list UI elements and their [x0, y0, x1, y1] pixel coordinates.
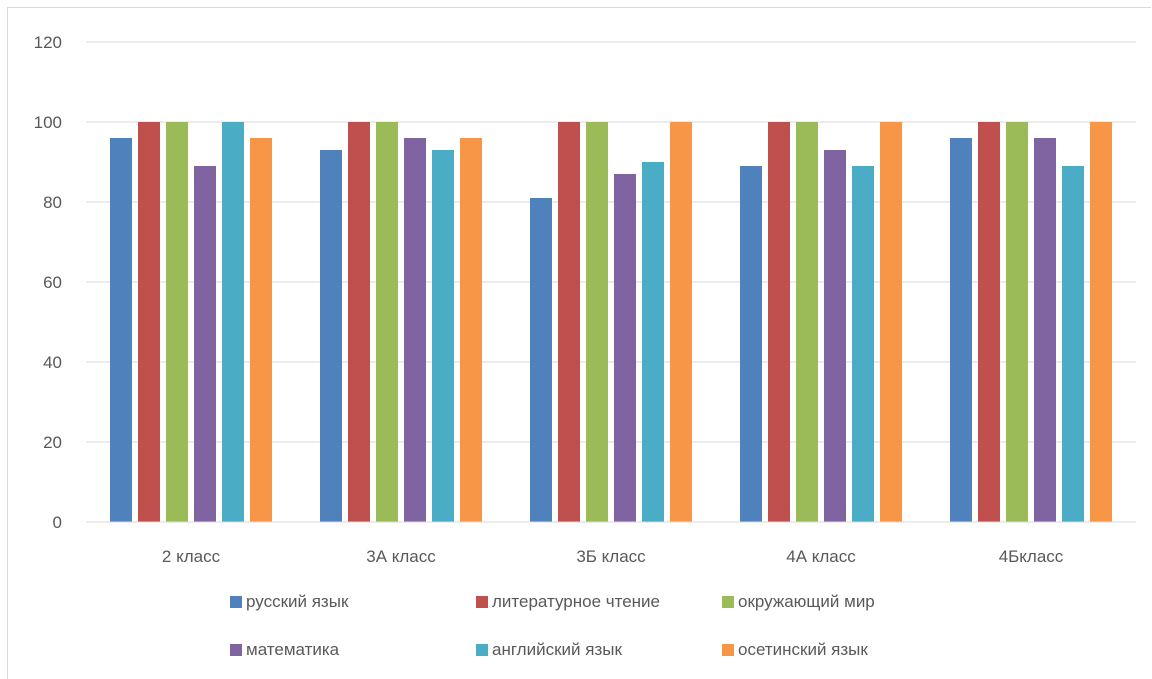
x-tick-label: 3Б класс: [576, 547, 646, 566]
bar: [852, 166, 874, 522]
legend-label: осетинский язык: [738, 640, 868, 659]
legend-swatch: [476, 596, 488, 608]
bar: [320, 150, 342, 522]
y-tick-label: 0: [53, 513, 62, 532]
bar: [250, 138, 272, 522]
legend-swatch: [230, 644, 242, 656]
bar: [1090, 122, 1112, 522]
bar: [530, 198, 552, 522]
legend-item: осетинский язык: [722, 640, 868, 659]
bar: [110, 138, 132, 522]
bar: [1034, 138, 1056, 522]
bar: [824, 150, 846, 522]
y-tick-label: 120: [34, 33, 62, 52]
bar: [376, 122, 398, 522]
bar: [796, 122, 818, 522]
legend-item: математика: [230, 640, 340, 659]
y-tick-label: 40: [43, 353, 62, 372]
legend-item: окружающий мир: [722, 592, 875, 611]
x-tick-label: 2 класс: [162, 547, 221, 566]
bar: [404, 138, 426, 522]
y-tick-label: 60: [43, 273, 62, 292]
bar: [222, 122, 244, 522]
bar: [614, 174, 636, 522]
bar: [348, 122, 370, 522]
bar: [194, 166, 216, 522]
x-tick-label: 3А класс: [366, 547, 436, 566]
bar: [1062, 166, 1084, 522]
y-tick-label: 80: [43, 193, 62, 212]
legend-label: окружающий мир: [738, 592, 875, 611]
bar: [138, 122, 160, 522]
bar: [432, 150, 454, 522]
y-tick-label: 20: [43, 433, 62, 452]
legend-label: английский язык: [492, 640, 622, 659]
bar: [950, 138, 972, 522]
legend-label: математика: [246, 640, 340, 659]
bars: [110, 122, 1112, 522]
bar: [740, 166, 762, 522]
legend-item: английский язык: [476, 640, 622, 659]
legend-item: русский язык: [230, 592, 349, 611]
legend-swatch: [230, 596, 242, 608]
x-tick-label: 4А класс: [786, 547, 856, 566]
legend-label: русский язык: [246, 592, 349, 611]
legend-swatch: [722, 596, 734, 608]
bar: [1006, 122, 1028, 522]
chart-frame: [7, 7, 1151, 679]
legend-swatch: [476, 644, 488, 656]
bar: [586, 122, 608, 522]
bar: [670, 122, 692, 522]
x-tick-label: 4Бкласс: [999, 547, 1064, 566]
bar: [978, 122, 1000, 522]
y-axis-ticks: 0 20 40 60 80 100 120: [34, 33, 62, 532]
legend-swatch: [722, 644, 734, 656]
y-tick-label: 100: [34, 113, 62, 132]
bar: [768, 122, 790, 522]
bar: [642, 162, 664, 522]
legend: русский язык литературное чтение окружающи…: [230, 592, 875, 659]
x-axis-ticks: 2 класс 3А класс 3Б класс 4А класс 4Бкласс: [162, 547, 1064, 566]
bar: [166, 122, 188, 522]
legend-label: литературное чтение: [492, 592, 660, 611]
legend-item: литературное чтение: [476, 592, 660, 611]
bar: [460, 138, 482, 522]
bar: [558, 122, 580, 522]
bar: [880, 122, 902, 522]
